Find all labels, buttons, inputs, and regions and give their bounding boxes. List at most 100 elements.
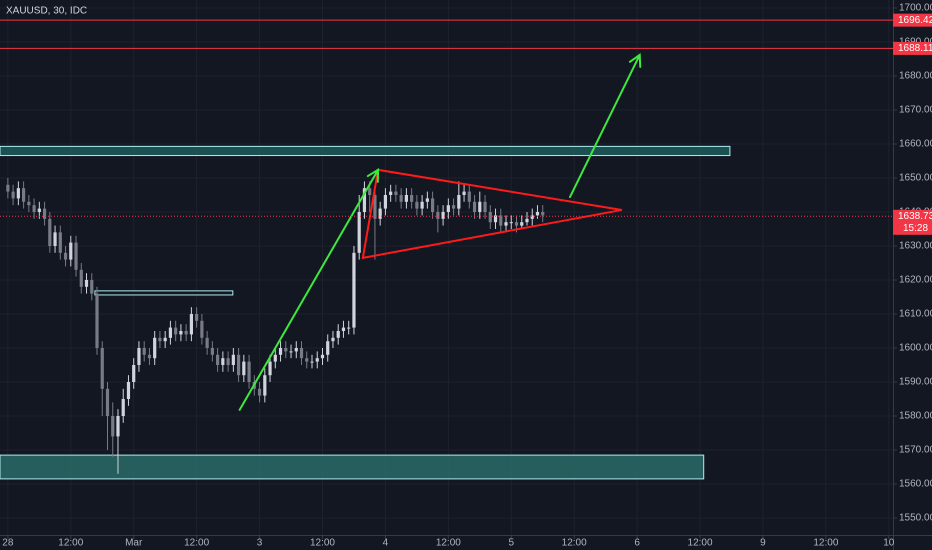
last-price-label: 1638.73 [898, 211, 932, 222]
candle-body [289, 351, 293, 353]
candle-body [305, 358, 309, 362]
candle-body [84, 279, 89, 287]
y-tick-label: 1570.00 [899, 445, 932, 456]
candle-body [257, 388, 262, 396]
candle-body [541, 211, 545, 216]
candle-body [205, 337, 209, 348]
y-tick-label: 1560.00 [899, 479, 932, 490]
candle-body [226, 358, 230, 365]
y-tick-label: 1670.00 [899, 105, 932, 116]
x-tick-label: 12:00 [436, 538, 461, 549]
candle-body [163, 337, 167, 342]
candle-body [462, 191, 466, 195]
price-label: 1688.11 [898, 43, 932, 54]
y-tick-label: 1700.00 [899, 3, 932, 14]
candle-body [268, 361, 272, 376]
candle-body [278, 347, 283, 355]
candle-body [383, 194, 388, 209]
candle-body [221, 358, 225, 365]
candle-body [100, 347, 104, 389]
y-tick-label: 1550.00 [899, 513, 932, 524]
x-tick-label: 4 [383, 538, 389, 549]
arrow [238, 168, 380, 411]
candle-body [231, 354, 235, 365]
price-label-box [893, 41, 932, 55]
candle-body [499, 215, 503, 226]
candle-body [373, 194, 377, 219]
y-tick-label: 1590.00 [899, 377, 932, 388]
candle-body [21, 188, 26, 202]
candle-body [446, 205, 450, 212]
candle-body [410, 194, 414, 202]
candle-body [210, 347, 214, 355]
candle-body [362, 188, 367, 212]
candle-body [488, 211, 492, 223]
candle-body [63, 252, 68, 260]
candle-body [378, 208, 382, 219]
candle-body [273, 354, 277, 362]
candle-body [299, 347, 304, 359]
candle-body [436, 211, 440, 219]
candle-body [90, 279, 94, 294]
candle-body [504, 222, 508, 226]
candle-body [368, 188, 372, 195]
x-tick-label: 12:00 [562, 538, 587, 549]
candle-body [294, 347, 298, 352]
candle-body [263, 375, 267, 396]
x-tick-label: 12:00 [58, 538, 83, 549]
price-label: 1696.42 [898, 15, 932, 26]
candle-body [347, 327, 351, 329]
zone [0, 454, 705, 480]
candle-body [451, 205, 456, 209]
candle-body [189, 313, 193, 335]
arrow [568, 53, 642, 199]
candle-body [420, 201, 424, 209]
candle-body [53, 232, 57, 246]
x-tick-label: 12:00 [688, 538, 713, 549]
candle-body [48, 218, 52, 246]
y-tick-label: 1610.00 [899, 309, 932, 320]
candle-body [483, 201, 487, 212]
x-tick-label: 12:00 [813, 538, 838, 549]
candle-body [336, 330, 340, 338]
y-tick-label: 1630.00 [899, 241, 932, 252]
y-tick-label: 1620.00 [899, 275, 932, 286]
candle-body [142, 347, 146, 355]
candle-body [105, 388, 110, 416]
candle-body [441, 211, 445, 219]
candle-body [341, 327, 346, 331]
candle-body [530, 215, 534, 219]
candle-body [509, 222, 513, 224]
candle-body [126, 381, 131, 399]
candle-body [74, 242, 78, 270]
last-price-box [893, 209, 932, 235]
candle-body [320, 354, 325, 359]
x-tick-label: 12:00 [184, 538, 209, 549]
candle-body [42, 208, 47, 219]
y-tick-label: 1660.00 [899, 139, 932, 150]
candle-body [153, 337, 157, 359]
candle-body [95, 293, 99, 348]
x-tick-label: 3 [257, 538, 263, 549]
y-tick-label: 1600.00 [899, 343, 932, 354]
candle-body [326, 341, 330, 355]
candle-body [493, 215, 498, 223]
candle-body [179, 330, 183, 335]
candle-body [200, 320, 204, 338]
candle-body [247, 361, 251, 382]
countdown-label: 15:28 [903, 223, 928, 234]
candle-body [32, 205, 36, 212]
candle-body [467, 191, 471, 202]
candle-body [310, 361, 314, 363]
candle-body [216, 354, 220, 365]
candle-body [514, 222, 519, 226]
candle-body [352, 252, 356, 328]
candle-body [6, 184, 10, 192]
candle-body [184, 330, 188, 335]
candle-body [415, 201, 419, 209]
zone [94, 290, 234, 296]
candle-body [132, 364, 136, 382]
candle-body [520, 222, 524, 226]
candle-body [121, 398, 125, 416]
